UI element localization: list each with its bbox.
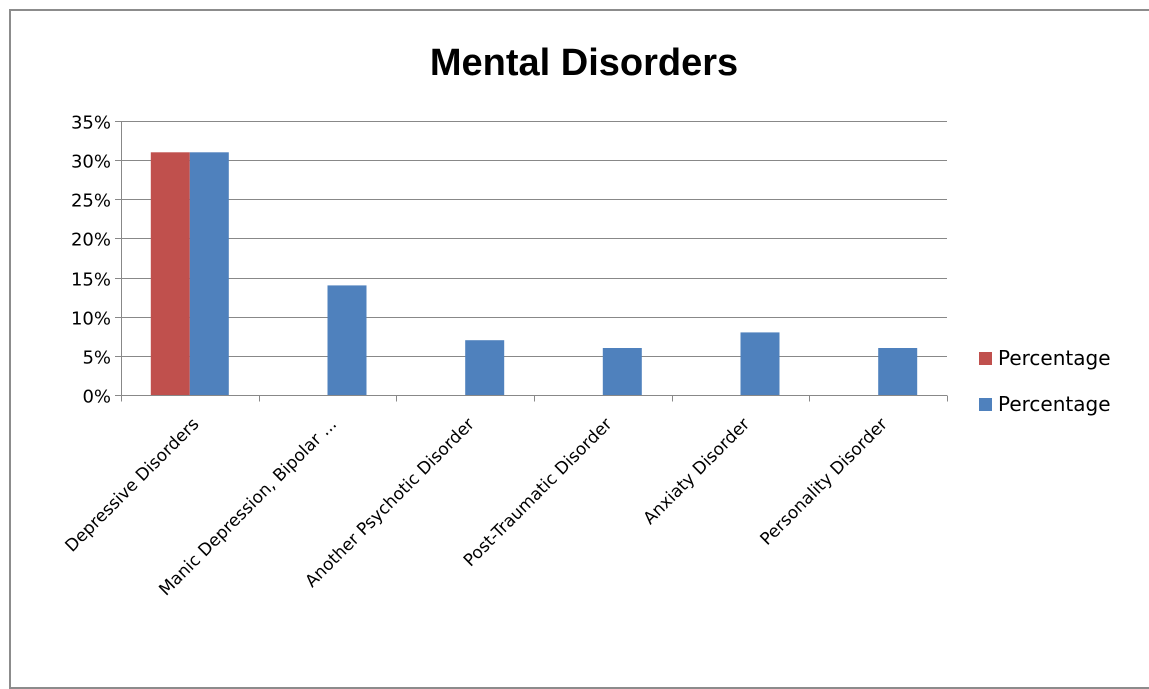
legend-swatch bbox=[979, 352, 992, 365]
bar-blue bbox=[189, 152, 229, 395]
y-tick-label: 10% bbox=[71, 309, 111, 330]
x-tick-label: Personality Disorder bbox=[757, 414, 892, 549]
bar-blue bbox=[878, 348, 918, 395]
y-tick-label: 25% bbox=[71, 191, 111, 212]
y-tick-label: 20% bbox=[71, 230, 111, 251]
bar-blue bbox=[740, 332, 780, 395]
bar-blue bbox=[465, 340, 505, 395]
y-tick-label: 15% bbox=[71, 270, 111, 291]
y-tick-label: 5% bbox=[82, 348, 111, 369]
y-tick-label: 0% bbox=[82, 387, 111, 408]
bar-blue bbox=[327, 285, 367, 395]
legend: Percentage Percentage bbox=[979, 346, 1111, 416]
legend-label: Percentage bbox=[998, 346, 1111, 370]
chart-title: Mental Disorders bbox=[430, 42, 738, 84]
x-tick-label: Post-Traumatic Disorder bbox=[460, 414, 617, 571]
gridlines bbox=[121, 121, 947, 357]
legend-swatch bbox=[979, 398, 992, 411]
y-tick-label: 35% bbox=[71, 113, 111, 134]
y-tick-label: 30% bbox=[71, 152, 111, 173]
bar-red bbox=[150, 152, 190, 395]
x-tick-label: Depressive Disorders bbox=[61, 414, 203, 556]
axes bbox=[115, 121, 948, 402]
legend-label: Percentage bbox=[998, 392, 1111, 416]
bars bbox=[150, 152, 918, 395]
bar-blue bbox=[602, 348, 642, 395]
x-tick-label: Anxiaty Disorder bbox=[640, 414, 754, 528]
y-tick-labels: 0% 5% 10% 15% 20% 25% 30% 35% bbox=[71, 113, 111, 408]
